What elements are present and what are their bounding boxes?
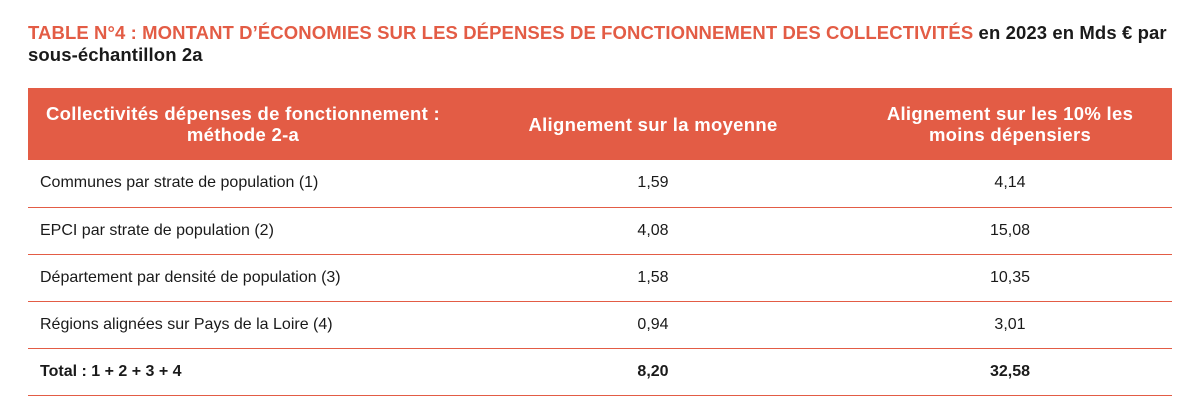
row-moyenne-value: 4,08: [637, 221, 669, 239]
table-title-rest: en 2023 en Mds € par sous-échantillon 2a: [28, 22, 1167, 65]
table-row: EPCI par strate de population (2) 4,08 1…: [28, 207, 1172, 254]
row-dix-pourcent-value: 4,14: [994, 174, 1026, 192]
table-row: Communes par strate de population (1) 1,…: [28, 160, 1172, 207]
header-row: Collectivités dépenses de fonctionnement…: [28, 88, 1172, 160]
total-row: Total : 1 + 2 + 3 + 4 8,20 32,58: [28, 348, 1172, 395]
row-moyenne-value: 1,59: [637, 174, 669, 192]
row-label: Communes par strate de population (1): [40, 174, 319, 192]
row-dix-pourcent-value: 3,01: [994, 315, 1026, 333]
row-dix-pourcent-value: 10,35: [989, 268, 1031, 286]
total-dix-pourcent-value: 32,58: [989, 362, 1031, 380]
table-row: Département par densité de population (3…: [28, 254, 1172, 301]
row-moyenne-value: 1,58: [637, 268, 669, 286]
table-title: TABLE N°4 : MONTANT D’ÉCONOMIES SUR LES …: [28, 22, 1178, 66]
total-label: Total : 1 + 2 + 3 + 4: [40, 362, 182, 380]
row-label: Département par densité de population (3…: [40, 268, 341, 286]
header-dix-pourcent: Alignement sur les 10% les moins dépensi…: [886, 103, 1134, 145]
row-label: Régions alignées sur Pays de la Loire (4…: [40, 315, 333, 333]
table-body: Communes par strate de population (1) 1,…: [28, 160, 1172, 395]
savings-table: Collectivités dépenses de fonctionnement…: [28, 88, 1172, 396]
row-dix-pourcent-value: 15,08: [989, 221, 1031, 239]
savings-table-container: Collectivités dépenses de fonctionnement…: [28, 88, 1172, 396]
row-moyenne-value: 0,94: [637, 315, 669, 333]
table-header: Collectivités dépenses de fonctionnement…: [28, 88, 1172, 160]
table-row: Régions alignées sur Pays de la Loire (4…: [28, 301, 1172, 348]
row-label: EPCI par strate de population (2): [40, 221, 274, 239]
header-collectivites: Collectivités dépenses de fonctionnement…: [46, 103, 440, 145]
total-moyenne-value: 8,20: [637, 362, 669, 380]
header-moyenne: Alignement sur la moyenne: [528, 113, 778, 135]
table-title-accent: TABLE N°4 : MONTANT D’ÉCONOMIES SUR LES …: [28, 22, 974, 43]
